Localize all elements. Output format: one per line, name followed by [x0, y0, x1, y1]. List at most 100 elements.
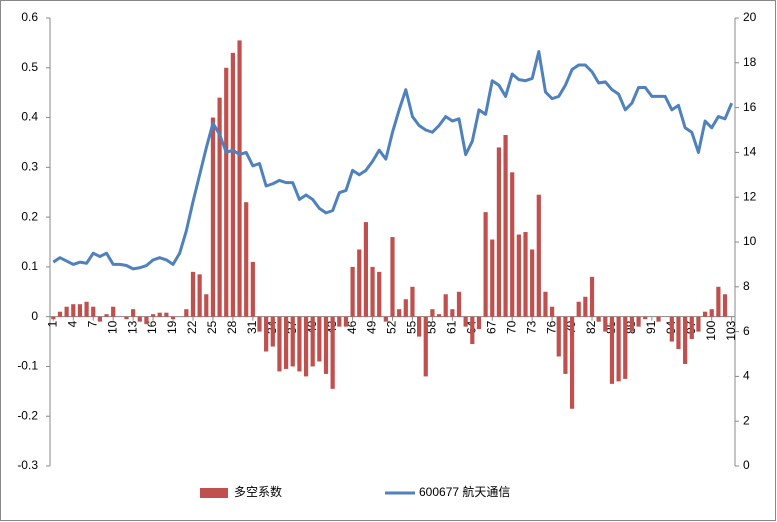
x-tick-label: 103 [724, 320, 738, 340]
legend-swatch [200, 488, 228, 498]
bar [623, 316, 628, 379]
x-tick-label: 61 [445, 320, 459, 334]
bar [210, 117, 216, 317]
y2-tick-label: 16 [743, 100, 757, 114]
bar [157, 312, 162, 317]
y-tick-label: -0.3 [17, 458, 38, 472]
bar [190, 271, 196, 317]
bar [609, 316, 615, 384]
bar [709, 309, 714, 317]
x-tick-label: 4 [65, 320, 79, 327]
bar [343, 316, 349, 327]
y2-tick-label: 18 [743, 55, 757, 69]
bar [490, 239, 495, 317]
bar [603, 316, 608, 332]
x-tick-label: 73 [524, 320, 538, 334]
bar [283, 316, 289, 369]
x-tick-label: 49 [365, 320, 379, 334]
bar [436, 314, 442, 317]
x-tick-label: 13 [125, 320, 139, 334]
y-tick-label: 0.2 [21, 209, 38, 223]
bar [337, 316, 342, 327]
bar [71, 304, 76, 317]
bar [390, 237, 395, 317]
x-tick-label: 70 [504, 320, 518, 334]
bar [64, 306, 69, 317]
bar [104, 314, 109, 317]
bar [217, 97, 222, 317]
y-tick-label: 0.5 [21, 60, 38, 74]
x-tick-label: 28 [225, 320, 239, 334]
bar [563, 316, 568, 374]
x-tick-label: 31 [245, 320, 259, 334]
bar [310, 316, 315, 367]
bar [423, 316, 428, 377]
y-tick-label: -0.1 [17, 359, 38, 373]
bar [589, 276, 595, 317]
bar [350, 266, 355, 317]
legend-label: 多空系数 [234, 484, 282, 499]
bar [397, 309, 402, 317]
bar [124, 316, 129, 320]
bar [57, 311, 63, 317]
x-tick-label: 67 [484, 320, 498, 334]
bar [676, 316, 681, 350]
bar [410, 286, 415, 317]
bar [277, 316, 282, 372]
bar [237, 40, 242, 317]
bar [77, 304, 83, 317]
bar [616, 316, 621, 382]
bar [629, 316, 635, 332]
y-tick-label: 0.1 [21, 259, 38, 273]
bar [244, 202, 249, 317]
x-tick-label: 55 [405, 320, 419, 334]
bar [463, 316, 468, 327]
bar [270, 316, 275, 347]
x-tick-label: 91 [644, 320, 658, 334]
bar [317, 316, 322, 362]
bar [330, 316, 335, 389]
bar [656, 316, 661, 322]
bar [417, 316, 422, 337]
bar [323, 316, 329, 374]
bar [696, 316, 701, 332]
bar [450, 309, 455, 317]
bar [303, 316, 309, 377]
bar [496, 147, 502, 317]
x-tick-label: 58 [425, 320, 439, 334]
y-tick-label: 0 [31, 309, 38, 323]
bar [530, 249, 535, 317]
bar [523, 232, 528, 317]
bar [456, 291, 462, 317]
bar [84, 301, 89, 317]
x-tick-label: 25 [205, 320, 219, 334]
y2-tick-label: 4 [743, 369, 750, 383]
bar [510, 172, 515, 317]
bar [370, 266, 375, 317]
bar [290, 316, 295, 367]
bar [516, 234, 521, 317]
bar [556, 316, 561, 357]
line [52, 50, 734, 271]
bar [131, 309, 136, 317]
bar [643, 316, 648, 320]
x-tick-label: 7 [85, 320, 99, 327]
x-tick-label: 100 [704, 320, 718, 340]
y2-tick-label: 8 [743, 279, 750, 293]
x-tick-label: 16 [145, 320, 159, 334]
bar [91, 306, 96, 317]
bar [150, 314, 156, 317]
y-tick-label: 0.6 [21, 10, 38, 24]
bar [702, 311, 708, 317]
legend-label: 600677 航天通信 [419, 484, 510, 499]
bar [51, 316, 56, 320]
bar [443, 294, 448, 317]
bar [164, 312, 169, 317]
bar [683, 316, 688, 364]
bar [689, 316, 694, 340]
bar [383, 316, 388, 322]
y-tick-label: 0.3 [21, 160, 38, 174]
y2-tick-label: 0 [743, 458, 750, 472]
y2-tick-label: 10 [743, 234, 757, 248]
